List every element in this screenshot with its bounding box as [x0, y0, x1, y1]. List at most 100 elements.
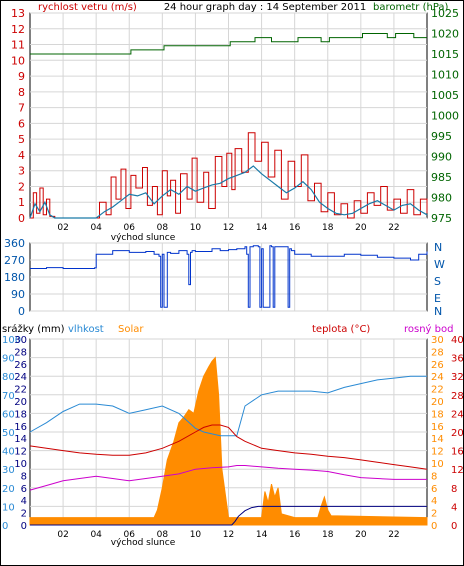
right-tick-0: 0 — [431, 521, 437, 532]
wind-tick-4: 4 — [18, 149, 25, 162]
climate-right-ticks: 0481216202428323640024681012141618202224… — [431, 335, 464, 532]
barometer-line — [30, 33, 427, 55]
baro-tick-1015: 1015 — [431, 48, 459, 61]
dir-tick-90: 90 — [11, 288, 25, 301]
temp-tick-24: 24 — [451, 409, 464, 420]
baro-tick-980: 980 — [431, 192, 452, 205]
climate-x-tick-04: 04 — [90, 530, 102, 540]
wind-tick-7: 7 — [18, 102, 25, 115]
dewpoint-line — [29, 465, 427, 491]
x-tick-14: 14 — [256, 223, 268, 233]
baro-tick-1025: 1025 — [431, 7, 459, 20]
hum-tick-9: 90 — [2, 354, 15, 365]
rain-tick-26: 26 — [14, 360, 27, 371]
wind-direction-line — [30, 245, 428, 308]
rain-tick-22: 22 — [14, 385, 27, 396]
baro-tick-975: 975 — [431, 212, 452, 225]
baro-tick-1005: 1005 — [431, 89, 459, 102]
rain-tick-28: 28 — [14, 347, 27, 358]
hum-tick-3: 30 — [2, 465, 15, 476]
compass-W-1: W — [434, 258, 445, 271]
rain-tick-0: 0 — [21, 521, 27, 532]
rain-tick-6: 6 — [21, 484, 27, 495]
humidity-axis-label: vlhkost — [68, 324, 104, 335]
rain-tick-8: 8 — [21, 471, 27, 482]
x-tick-04: 04 — [90, 223, 102, 233]
temp-tick-40: 40 — [451, 335, 464, 346]
rain-tick-2: 2 — [21, 509, 27, 520]
temp-tick-8: 8 — [451, 484, 457, 495]
compass-E-3: E — [434, 292, 441, 305]
rain-tick-24: 24 — [14, 372, 27, 383]
right-tick-16: 16 — [431, 422, 444, 433]
climate-x-tick-20: 20 — [355, 530, 367, 540]
rain-tick-18: 18 — [14, 409, 27, 420]
right-tick-30: 30 — [431, 335, 444, 346]
hum-tick-2: 20 — [2, 484, 15, 495]
barometer-axis-label: barometr (hPa) — [373, 2, 449, 13]
chart-title: 24 hour graph day : 14 September 2011 — [164, 2, 366, 13]
baro-tick-995: 995 — [431, 130, 452, 143]
temp-tick-28: 28 — [451, 391, 464, 402]
wind-tick-3: 3 — [18, 165, 25, 178]
right-tick-18: 18 — [431, 409, 444, 420]
wind-tick-0: 0 — [18, 212, 25, 225]
dir-tick-270: 270 — [4, 254, 25, 267]
compass-S-2: S — [434, 275, 441, 288]
hum-tick-6: 60 — [2, 409, 15, 420]
hum-tick-1: 10 — [2, 502, 15, 513]
wind-tick-12: 12 — [11, 23, 25, 36]
climate-x-tick-22: 22 — [388, 530, 399, 540]
wind-x-ticks: 02 04 06 08 10 12 14 16 18 20 22 — [57, 223, 399, 233]
temp-tick-0: 0 — [451, 521, 457, 532]
sunrise-label-top: východ slunce — [111, 233, 176, 243]
rain-tick-10: 10 — [14, 459, 27, 470]
wind-tick-6: 6 — [18, 117, 25, 130]
humidity-line — [29, 375, 427, 437]
right-tick-12: 12 — [431, 447, 444, 458]
climate-x-ticks: 02 04 06 08 10 12 14 16 18 20 22 — [57, 530, 399, 540]
rain-tick-4: 4 — [21, 496, 27, 507]
dir-tick-360: 360 — [4, 237, 25, 250]
temp-tick-36: 36 — [451, 354, 464, 365]
x-tick-20: 20 — [355, 223, 367, 233]
x-tick-08: 08 — [157, 223, 169, 233]
climate-x-tick-16: 16 — [289, 530, 301, 540]
wind-axis-label: rychlost vetru (m/s) — [38, 2, 137, 13]
climate-x-tick-14: 14 — [256, 530, 268, 540]
right-tick-22: 22 — [431, 385, 444, 396]
wind-tick-8: 8 — [18, 86, 25, 99]
x-tick-16: 16 — [289, 223, 301, 233]
rain-tick-20: 20 — [14, 397, 27, 408]
compass-N-4: N — [434, 305, 442, 318]
dewpoint-axis-label: rosný bod — [404, 323, 453, 335]
right-tick-10: 10 — [431, 459, 444, 470]
x-tick-12: 12 — [223, 223, 234, 233]
x-tick-18: 18 — [322, 223, 334, 233]
baro-tick-1010: 1010 — [431, 69, 459, 82]
compass-N-0: N — [434, 241, 442, 254]
climate-x-tick-02: 02 — [57, 530, 68, 540]
direction-panel-marks — [30, 245, 428, 308]
temperature-axis-label: teplota (°C) — [312, 324, 370, 335]
wind-tick-5: 5 — [18, 133, 25, 146]
temp-tick-32: 32 — [451, 372, 464, 383]
rain-line — [30, 505, 427, 526]
temp-tick-20: 20 — [451, 428, 464, 439]
baro-tick-1020: 1020 — [431, 28, 459, 41]
hum-tick-8: 80 — [2, 372, 15, 383]
right-tick-26: 26 — [431, 360, 444, 371]
climate-x-tick-12: 12 — [223, 530, 234, 540]
right-tick-6: 6 — [431, 484, 437, 495]
wind-tick-11: 11 — [11, 39, 25, 52]
rain-tick-16: 16 — [14, 422, 27, 433]
x-tick-22: 22 — [388, 223, 399, 233]
rain-tick-12: 12 — [14, 447, 27, 458]
right-tick-28: 28 — [431, 347, 444, 358]
rain-tick-30: 30 — [14, 335, 27, 346]
